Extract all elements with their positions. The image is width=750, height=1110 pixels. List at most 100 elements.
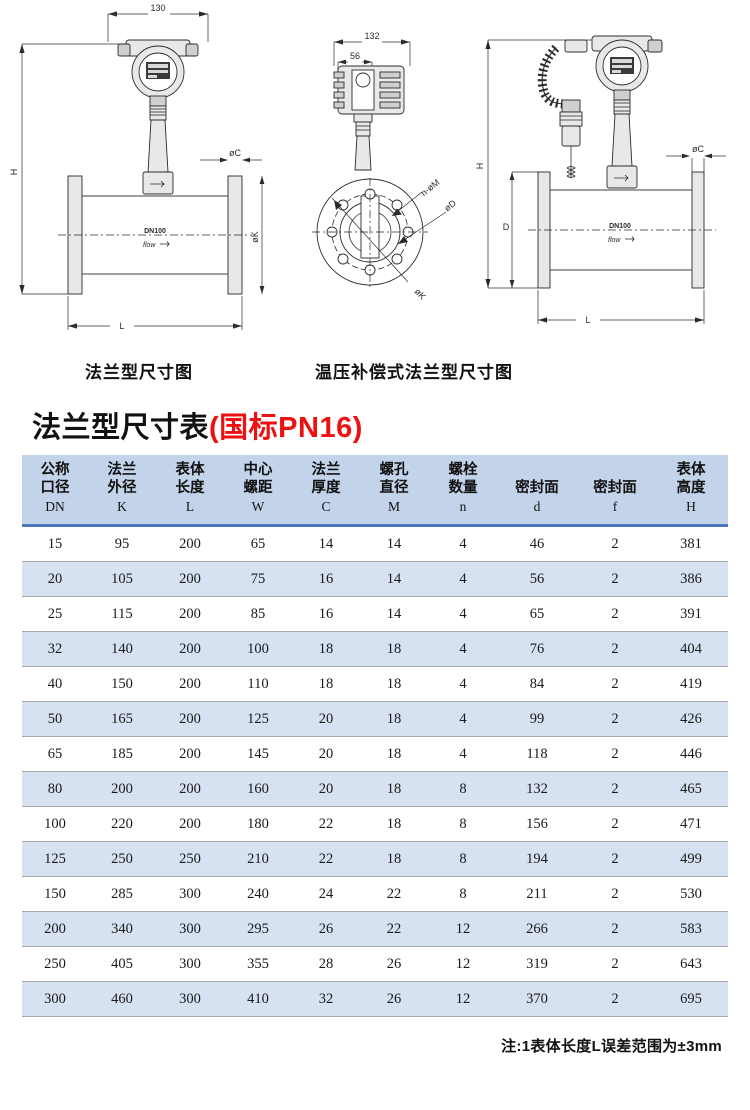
dim-D-label: D [503, 222, 510, 232]
table-cell: 150 [88, 666, 156, 702]
dim-D: D [503, 171, 538, 288]
table-cell: 140 [88, 631, 156, 667]
table-row: 100 220 200 180 22 18 8 156 2 471 [22, 806, 728, 842]
table-cell: 8 [428, 876, 498, 912]
table-cell: 2 [576, 631, 654, 667]
table-cell: 220 [88, 806, 156, 842]
table-cell: 200 [156, 666, 224, 702]
table-cell: 471 [654, 806, 728, 842]
table-cell: 200 [156, 596, 224, 632]
table-cell: 426 [654, 701, 728, 737]
dim-phiC-label: øC [229, 148, 241, 158]
table-cell: 250 [156, 841, 224, 877]
col-header-f: 密封面 f [576, 454, 654, 527]
title-standard: (国标PN16) [209, 412, 363, 444]
table-cell: 8 [428, 806, 498, 842]
table-cell: 2 [576, 596, 654, 632]
table-cell: 200 [88, 771, 156, 807]
table-cell: 75 [224, 561, 292, 597]
table-cell: 26 [292, 911, 360, 947]
table-cell: 156 [498, 806, 576, 842]
flow-arrow-icon: flow [143, 241, 170, 249]
dim-phiC: øC [666, 144, 726, 174]
dim-L: L [67, 296, 243, 331]
flange-face-drawing: 132 56 [310, 0, 470, 350]
temp-pressure-comp-drawing: DN100 flow H [470, 0, 750, 350]
table-cell: 295 [224, 911, 292, 947]
dim-phiC: øC [200, 148, 262, 163]
table-cell: 2 [576, 525, 654, 562]
table-row: 32 140 200 100 18 18 4 76 2 404 [22, 631, 728, 667]
table-cell: 18 [360, 666, 428, 702]
table-cell: 100 [224, 631, 292, 667]
table-row: 250 405 300 355 28 26 12 319 2 643 [22, 946, 728, 982]
table-cell: 446 [654, 736, 728, 772]
table-cell: 2 [576, 771, 654, 807]
table-head: 公称 口径 DN 法兰 外径 K 表体 长度 L 中 [22, 454, 728, 527]
table-cell: 180 [224, 806, 292, 842]
table-cell: 50 [22, 701, 88, 737]
caption-flange-type: 法兰型尺寸图 [85, 363, 193, 382]
meter-body: DN100 flow [528, 171, 716, 289]
table-cell: 8 [428, 771, 498, 807]
table-cell: 118 [498, 736, 576, 772]
table-header-row: 公称 口径 DN 法兰 外径 K 表体 长度 L 中 [22, 454, 728, 527]
transmitter-head [117, 39, 199, 107]
table-cell: 125 [224, 701, 292, 737]
table-cell: 145 [224, 736, 292, 772]
table-cell: 386 [654, 561, 728, 597]
table-cell: 22 [292, 806, 360, 842]
table-cell: 85 [224, 596, 292, 632]
table-row: 50 165 200 125 20 18 4 99 2 426 [22, 701, 728, 737]
table-cell: 200 [156, 701, 224, 737]
table-cell: 419 [654, 666, 728, 702]
table-cell: 18 [292, 631, 360, 667]
col-header-h: 表体 高度 H [654, 454, 728, 527]
bolt-circle-label: øK [413, 286, 428, 301]
body-label: DN100 [144, 228, 166, 235]
table-cell: 2 [576, 876, 654, 912]
table-cell: 115 [88, 596, 156, 632]
table-cell: 2 [576, 911, 654, 947]
table-cell: 28 [292, 946, 360, 982]
table-cell: 125 [22, 841, 88, 877]
table-cell: 300 [22, 981, 88, 1017]
table-cell: 76 [498, 631, 576, 667]
dim-H-label: H [475, 163, 485, 170]
table-cell: 4 [428, 561, 498, 597]
table-cell: 22 [360, 911, 428, 947]
table-cell: 14 [292, 525, 360, 562]
drawing-captions: 法兰型尺寸图 温压补偿式法兰型尺寸图 [0, 350, 750, 405]
table-cell: 200 [156, 525, 224, 562]
table-cell: 14 [360, 561, 428, 597]
table-cell: 319 [498, 946, 576, 982]
table-cell: 32 [22, 631, 88, 667]
table-cell: 14 [360, 596, 428, 632]
table-cell: 40 [22, 666, 88, 702]
housing-fins-right [379, 71, 401, 109]
table-row: 200 340 300 295 26 22 12 266 2 583 [22, 911, 728, 947]
table-cell: 95 [88, 525, 156, 562]
section-title-wrap: 法兰型尺寸表(国标PN16) [0, 405, 750, 455]
title-main: 法兰型尺寸表 [32, 412, 210, 444]
col-header-m: 螺孔 直径 M [360, 454, 428, 527]
table-cell: 20 [292, 736, 360, 772]
table-cell: 4 [428, 701, 498, 737]
flow-arrow-icon: flow [608, 236, 635, 244]
dim-56-label: 56 [350, 51, 360, 61]
table-row: 15 95 200 65 14 14 4 46 2 381 [22, 525, 728, 562]
table-cell: 32 [292, 981, 360, 1017]
table-cell: 194 [498, 841, 576, 877]
table-cell: 22 [360, 876, 428, 912]
dim-H: H [9, 43, 126, 295]
table-cell: 105 [88, 561, 156, 597]
table-cell: 8 [428, 841, 498, 877]
table-cell: 2 [576, 806, 654, 842]
bore-dia-label: øD [442, 198, 458, 214]
flange-dimension-table: 公称 口径 DN 法兰 外径 K 表体 长度 L 中 [22, 454, 728, 1017]
table-cell: 12 [428, 981, 498, 1017]
dim-132: 132 [333, 31, 411, 66]
table-cell: 499 [654, 841, 728, 877]
table-cell: 2 [576, 841, 654, 877]
table-cell: 25 [22, 596, 88, 632]
